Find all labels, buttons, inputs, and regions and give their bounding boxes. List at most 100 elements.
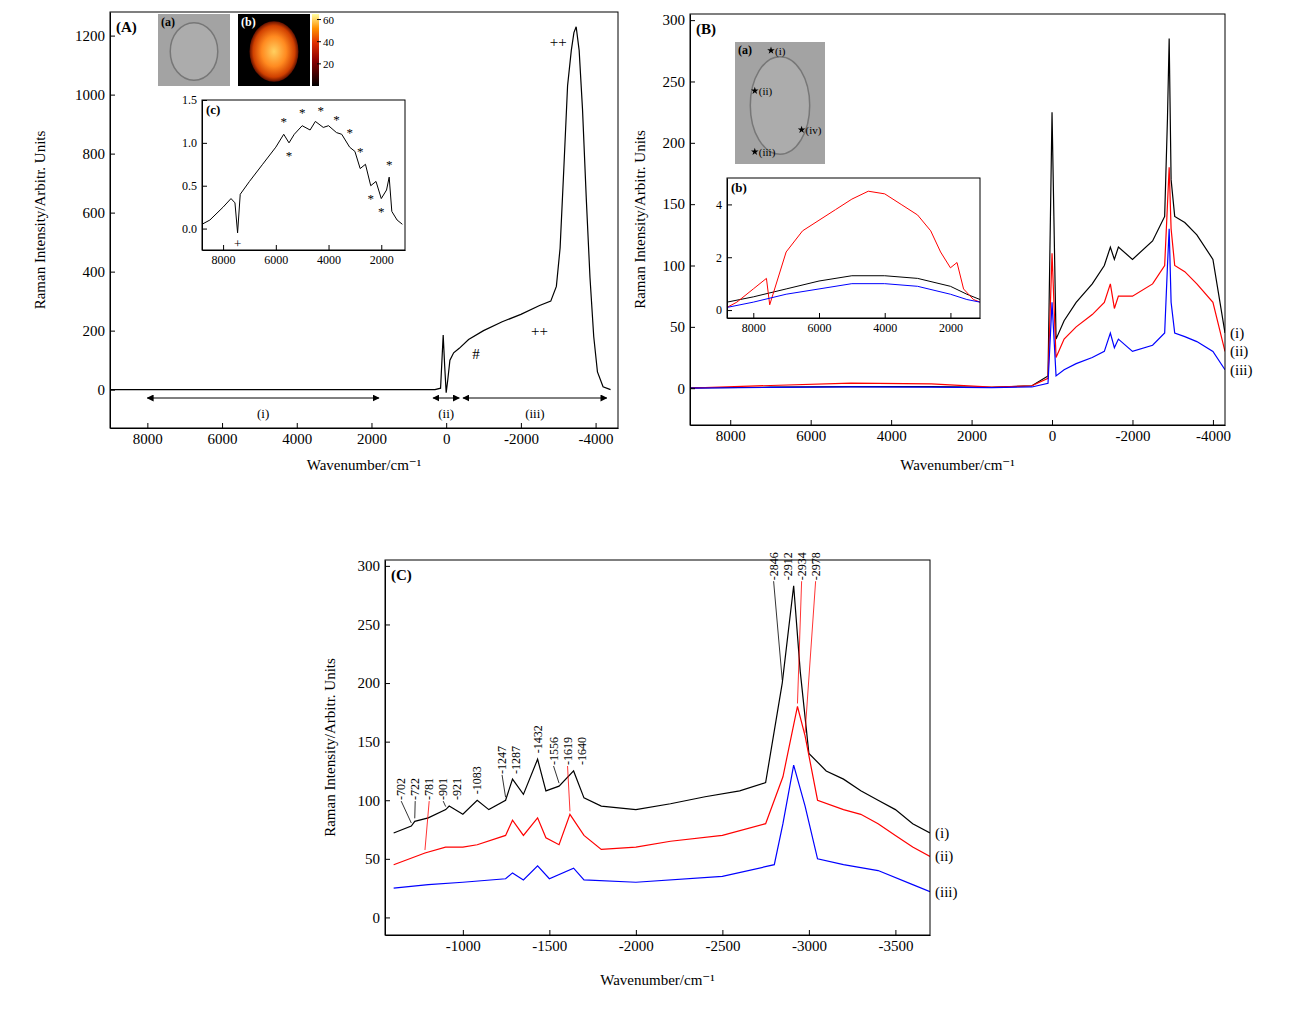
x-axis-line [691,425,1226,426]
micrograph-image [735,42,825,164]
y-axis-tick-mark [110,36,115,37]
x-axis-tick-label: 2000 [957,428,987,444]
x-axis-tick: 6000 [264,245,288,267]
y-axis-title: Raman Intensity/Arbitr. Units [322,658,338,837]
y-axis-tick-label: 300 [663,12,686,28]
y-axis-tick-label: 200 [83,323,106,339]
x-axis-tick-mark [463,930,464,935]
x-axis-tick-mark [730,420,731,425]
leader-line [502,775,506,797]
x-axis-tick-mark [885,313,886,318]
peak-label: -1619 [561,737,575,765]
y-axis-tick-label: 150 [358,734,381,750]
y-axis-tick-mark [690,81,695,82]
x-axis-tick-label: 8000 [133,431,163,447]
y-axis-tick-label: 400 [83,264,106,280]
x-axis-tick-mark [596,423,597,428]
x-axis-tick-label: -3500 [878,938,913,954]
plot-frame [690,14,1225,425]
x-axis-tick: 8000 [212,245,236,267]
y-axis-tick-mark [727,204,732,205]
leader-line [443,801,446,807]
x-axis-line [111,428,619,429]
x-axis-tick-label: 4000 [873,321,897,335]
x-axis-tick-mark [276,245,277,250]
map-image [238,14,310,86]
x-axis-tick-mark [1052,420,1053,425]
x-axis-tick-label: 8000 [212,253,236,267]
y-axis-tick-mark [385,624,390,625]
y-axis-tick-label: 200 [663,135,686,151]
plot-frame [202,100,405,250]
x-axis-tick-label: -2000 [1115,428,1150,444]
y-axis-tick: 250 [358,617,391,633]
point-marker [751,148,759,155]
y-axis-tick-mark [202,143,207,144]
spectrum-line [690,167,1225,388]
point-label: (iii) [759,146,776,159]
peak-label: -1083 [470,766,484,794]
y-axis-tick-mark [690,388,695,389]
colorbar [312,14,319,86]
y-axis-tick-label: 0.5 [182,179,197,193]
y-axis-line [727,179,728,319]
y-axis-tick-label: 0 [716,303,722,317]
x-axis-tick-mark [381,245,382,250]
x-axis-tick: 2000 [957,420,987,444]
x-axis-tick: -1500 [532,930,567,954]
peak-label: -921 [450,778,464,800]
y-axis-tick-mark [110,95,115,96]
annotation: * [346,125,353,140]
x-axis-title: Wavenumber/cm⁻¹ [900,457,1015,473]
inset-background [172,94,413,272]
x-axis-tick: 4000 [282,423,312,447]
x-axis-tick: 4000 [877,420,907,444]
leader-line [414,801,415,818]
y-axis-tick-label: 150 [663,196,686,212]
y-axis-tick-label: 50 [670,319,685,335]
y-axis-tick-label: 100 [663,258,686,274]
panel-label: (C) [391,567,412,584]
x-axis-tick: 2000 [357,423,387,447]
peak-label: -722 [408,778,422,800]
x-axis-tick: -1000 [446,930,481,954]
leader-line [425,801,429,850]
y-axis-tick-label: 600 [83,205,106,221]
y-axis-tick: 0 [98,382,116,398]
y-axis-tick: 0 [716,303,732,317]
x-axis-tick: 8000 [742,313,766,335]
x-axis-tick: -2000 [619,930,654,954]
point-label: (i) [775,45,786,58]
peak-label: -1640 [575,737,589,765]
region-label: (i) [257,406,269,421]
y-axis-tick: 100 [663,258,696,274]
panel-label: (A) [116,19,137,36]
y-axis-tick-mark [690,20,695,21]
region-label: (ii) [438,406,454,421]
x-axis-tick-mark [895,930,896,935]
x-axis-tick: -2000 [1115,420,1150,444]
region-label: (iii) [525,406,545,421]
x-axis-tick-label: 4000 [317,253,341,267]
y-axis-line [385,561,386,936]
y-axis-tick-mark [385,683,390,684]
x-axis-tick: 2000 [370,245,394,267]
x-axis-tick-mark [147,423,148,428]
x-axis-tick-mark [972,420,973,425]
y-axis-tick-label: 1000 [75,87,105,103]
y-axis-tick: 200 [663,135,696,151]
x-axis-tick-label: -1500 [532,938,567,954]
x-axis-tick-mark [636,930,637,935]
series-label: (i) [1230,325,1244,342]
inset-chart: 8000600040002000024(b) [697,172,988,340]
point-label: (ii) [759,85,773,98]
x-axis: 80006000400020000-2000-4000 [111,423,619,447]
x-axis-tick-mark [549,930,550,935]
y-axis-tick: 1.5 [182,93,207,107]
image-label: (a) [161,15,175,29]
figure: 80006000400020000-2000-40000200400600800… [0,0,1308,1028]
peak-label: -2934 [795,552,809,580]
y-axis-tick-label: 300 [358,558,381,574]
x-axis-tick-label: 8000 [716,428,746,444]
plot-marks [394,586,930,892]
